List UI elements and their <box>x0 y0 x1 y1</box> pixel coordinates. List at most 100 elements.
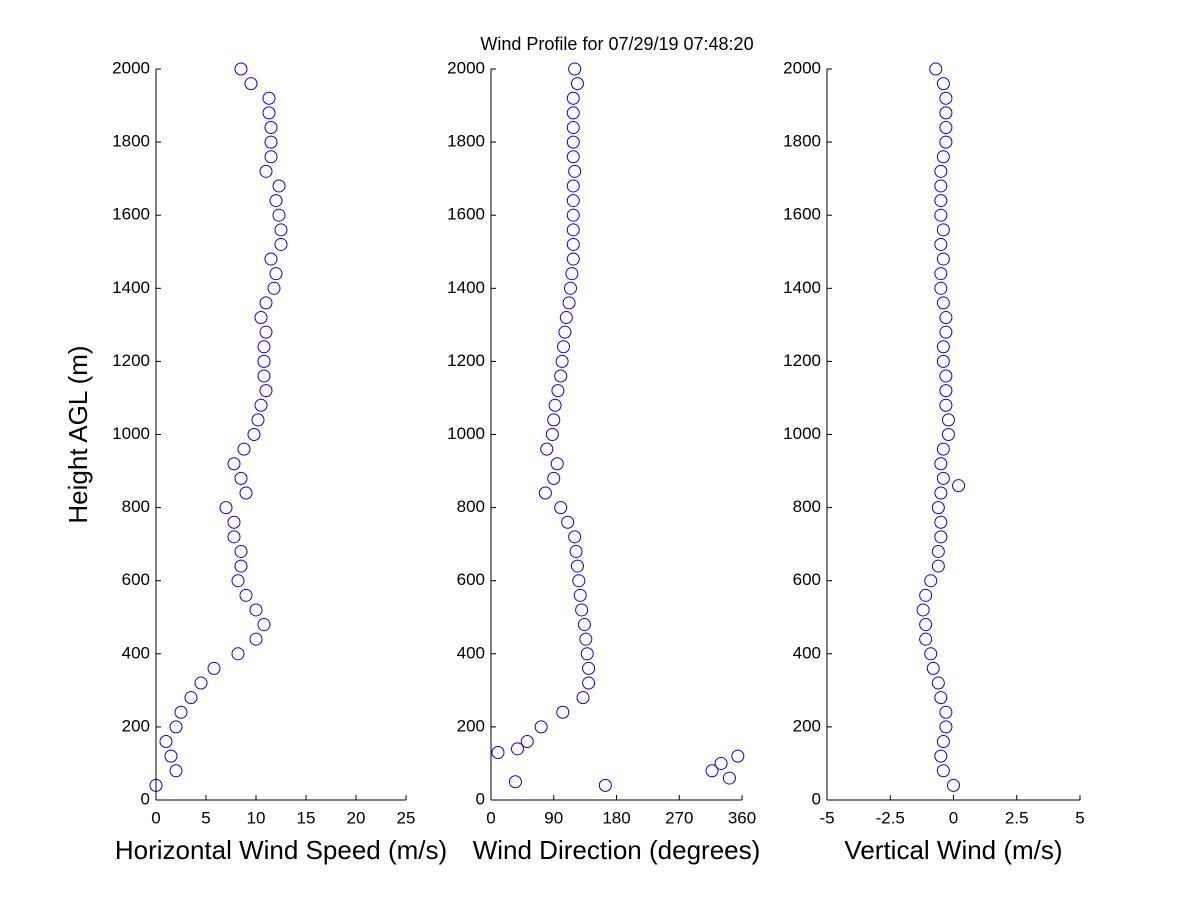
x-tick-label: 0 <box>151 808 160 827</box>
y-tick-label: 1600 <box>447 205 485 224</box>
y-tick-label: 1400 <box>783 278 821 297</box>
data-point <box>931 544 945 558</box>
data-point <box>259 384 273 398</box>
data-point <box>540 442 554 456</box>
data-point <box>939 720 953 734</box>
data-point <box>934 691 948 705</box>
data-point <box>934 530 948 544</box>
data-point <box>580 647 594 661</box>
data-point <box>924 647 938 661</box>
y-tick-label: 1600 <box>783 205 821 224</box>
y-tick-label: 200 <box>457 716 485 735</box>
data-point <box>931 559 945 573</box>
data-point <box>184 691 198 705</box>
data-point <box>934 194 948 208</box>
data-point <box>566 223 580 237</box>
data-point <box>934 208 948 222</box>
y-tick-label: 0 <box>476 789 485 808</box>
y-tick-label: 1200 <box>783 351 821 370</box>
data-point <box>169 764 183 778</box>
data-point <box>159 735 173 749</box>
data-point <box>566 252 580 266</box>
y-tick-label: 1600 <box>112 205 150 224</box>
data-point <box>164 749 178 763</box>
data-point <box>247 428 261 441</box>
data-point <box>931 676 945 690</box>
data-point <box>262 106 276 120</box>
x-tick-label: 0 <box>486 808 495 827</box>
data-point <box>939 311 953 325</box>
data-point <box>926 661 940 675</box>
data-point <box>269 194 283 208</box>
data-point <box>545 428 559 441</box>
data-point <box>566 91 580 105</box>
y-tick-label: 0 <box>812 789 821 808</box>
x-tick-label: 10 <box>247 808 266 827</box>
y-tick-label: 600 <box>122 570 150 589</box>
data-point <box>566 237 580 251</box>
data-point <box>939 705 953 719</box>
data-point <box>267 281 281 295</box>
data-point <box>555 354 569 368</box>
data-point <box>934 457 948 471</box>
data-point <box>919 618 933 632</box>
y-tick-label: 1800 <box>447 132 485 151</box>
data-point <box>169 720 183 734</box>
data-point <box>582 676 596 690</box>
data-point <box>548 398 562 412</box>
data-point <box>231 574 245 588</box>
x-tick-label: 0 <box>949 808 958 827</box>
data-point <box>573 588 587 602</box>
data-point <box>934 515 948 529</box>
y-tick-label: 800 <box>793 497 821 516</box>
data-point <box>941 413 955 427</box>
data-point <box>257 340 271 354</box>
y-tick-label: 1400 <box>447 278 485 297</box>
y-tick-label: 1000 <box>112 424 150 443</box>
data-point <box>257 354 271 368</box>
data-point <box>714 756 728 770</box>
data-point <box>934 267 948 281</box>
data-point <box>561 515 575 529</box>
data-point <box>257 369 271 383</box>
data-point <box>234 471 248 485</box>
data-point <box>934 749 948 763</box>
data-point <box>264 120 278 134</box>
data-point <box>227 530 241 544</box>
data-point <box>939 398 953 412</box>
data-point <box>936 354 950 368</box>
data-point <box>936 223 950 237</box>
data-point <box>534 720 548 734</box>
y-tick-label: 400 <box>122 643 150 662</box>
data-point <box>598 778 612 792</box>
y-tick-label: 2000 <box>447 58 485 77</box>
data-point <box>547 413 561 427</box>
data-point <box>569 544 583 558</box>
data-point <box>705 764 719 778</box>
data-point <box>207 661 221 675</box>
data-point <box>272 208 286 222</box>
data-point <box>264 135 278 149</box>
data-point <box>174 705 188 719</box>
data-point <box>936 340 950 354</box>
data-point <box>264 252 278 266</box>
data-point <box>566 179 580 193</box>
data-point <box>194 676 208 690</box>
data-point <box>274 237 288 251</box>
x-axis-label: Wind Direction (degrees) <box>473 835 761 865</box>
data-point <box>575 603 589 617</box>
data-point <box>234 62 248 76</box>
data-point <box>237 442 251 456</box>
y-tick-label: 400 <box>457 643 485 662</box>
data-point <box>566 120 580 134</box>
x-tick-label: 5 <box>1075 808 1084 827</box>
data-point <box>538 486 552 500</box>
data-point <box>936 77 950 91</box>
data-point <box>508 775 522 789</box>
data-point <box>568 530 582 544</box>
data-point <box>269 267 283 281</box>
data-point <box>551 384 565 398</box>
x-tick-label: -5 <box>819 808 834 827</box>
x-tick-label: 2.5 <box>1005 808 1029 827</box>
